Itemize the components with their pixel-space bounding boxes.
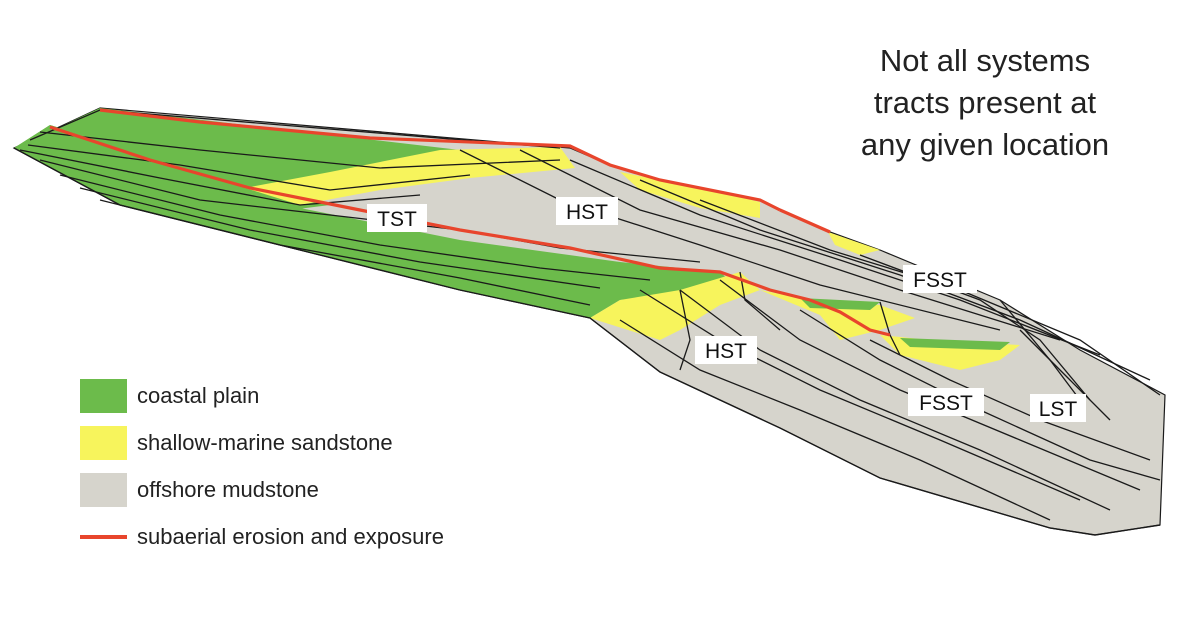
coastal-plain-sliver-2 (900, 338, 1010, 350)
svg-text:TST: TST (377, 208, 417, 231)
svg-text:HST: HST (566, 201, 608, 224)
caption-line-3: any given location (860, 127, 1110, 162)
caption-note: Not all systems tracts present at any gi… (800, 40, 1170, 166)
coastal-plain-swatch (80, 378, 127, 413)
erosion-surfaces (49, 108, 891, 337)
svg-text:HST: HST (705, 340, 747, 363)
svg-text:FSST: FSST (913, 269, 967, 292)
sandstone-lower-right (760, 290, 915, 340)
sandstone-swatch (80, 425, 127, 460)
legend-item-erosion: subaerial erosion and exposure (80, 513, 444, 560)
tract-label-hst-lower: HST (695, 336, 757, 364)
legend-label: coastal plain (137, 382, 260, 408)
erosion-line-swatch (80, 534, 127, 539)
coastal-plain-lower (120, 205, 740, 318)
tract-label-hst-upper: HST (556, 197, 618, 225)
legend-label: subaerial erosion and exposure (137, 523, 444, 549)
legend-label: offshore mudstone (137, 476, 319, 502)
section-outline (13, 147, 1161, 536)
legend-item-sandstone: shallow-marine sandstone (80, 419, 444, 466)
mudstone-swatch (80, 472, 127, 507)
coastal-plain-sliver (800, 298, 880, 310)
legend-label: shallow-marine sandstone (137, 429, 393, 455)
legend-item-mudstone: offshore mudstone (80, 466, 444, 513)
tract-label-lst: LST (1030, 394, 1086, 422)
legend-item-coastal-plain: coastal plain (80, 372, 444, 419)
tract-label-fsst-lower: FSST (908, 388, 984, 416)
sandstone-upper-right (620, 172, 760, 218)
legend: coastal plain shallow-marine sandstone o… (80, 372, 444, 560)
tract-label-tst: TST (367, 204, 427, 232)
sandstone-lower (590, 272, 760, 340)
caption-line-1: Not all systems (879, 43, 1091, 78)
svg-text:FSST: FSST (919, 392, 973, 415)
svg-text:LST: LST (1039, 398, 1078, 421)
tract-label-fsst-upper: FSST (903, 265, 977, 293)
sandstone-fsst-top (828, 232, 880, 255)
sandstone-upper (245, 147, 575, 205)
caption-line-2: tracts present at (873, 85, 1097, 120)
